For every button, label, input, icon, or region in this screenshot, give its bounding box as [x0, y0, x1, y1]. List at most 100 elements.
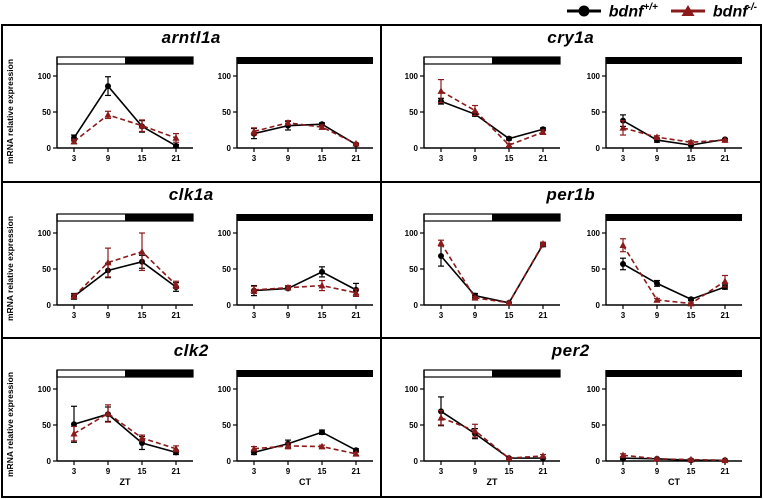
series-knockout	[250, 442, 360, 457]
legend-item-knockout: bdnf-/-	[668, 2, 757, 21]
series-wildtype	[70, 254, 179, 300]
svg-text:21: 21	[720, 154, 729, 163]
svg-text:0: 0	[227, 457, 232, 466]
svg-text:50: 50	[409, 265, 418, 274]
series-wildtype	[70, 406, 179, 456]
svg-text:0: 0	[413, 301, 418, 310]
svg-text:0: 0	[595, 457, 600, 466]
svg-text:9: 9	[655, 467, 660, 476]
subplot-cry1a-zt: 0 50 100 3 9 15 21	[404, 56, 561, 163]
panel-title-per1b: per1b	[546, 184, 596, 204]
svg-text:0: 0	[413, 457, 418, 466]
svg-text:100: 100	[38, 72, 52, 81]
svg-text:15: 15	[318, 154, 327, 163]
series-knockout	[250, 279, 360, 297]
dark-phase-bar	[605, 57, 742, 64]
svg-text:50: 50	[591, 108, 600, 117]
svg-text:21: 21	[538, 311, 547, 320]
subplots-per1b: 0 50 100 3 9 15 21 0 50 100 3 9 15 21	[384, 205, 759, 331]
panel-title-cry1a: cry1a	[547, 28, 595, 47]
svg-text:100: 100	[586, 229, 600, 238]
svg-text:50: 50	[591, 421, 600, 430]
series-knockout	[70, 232, 180, 299]
svg-text:50: 50	[42, 265, 51, 274]
svg-text:21: 21	[720, 467, 729, 476]
series-wildtype	[619, 114, 728, 149]
series-knockout	[250, 119, 360, 147]
svg-text:0: 0	[46, 144, 51, 153]
y-axis-label: mRNA relative expression	[5, 371, 15, 477]
svg-text:9: 9	[473, 154, 478, 163]
svg-text:21: 21	[171, 467, 180, 476]
svg-text:15: 15	[504, 311, 513, 320]
svg-text:15: 15	[686, 311, 695, 320]
panel-title-per2: per2	[551, 341, 590, 361]
svg-text:0: 0	[46, 457, 51, 466]
dark-phase-bar	[124, 57, 193, 64]
svg-text:9: 9	[286, 467, 291, 476]
series-knockout	[619, 237, 729, 307]
svg-text:21: 21	[538, 467, 547, 476]
subplot-arntl1a-ct: 0 50 100 3 9 15 21	[218, 57, 374, 163]
x-axis-label: ZT	[119, 477, 130, 487]
svg-text:0: 0	[227, 301, 232, 310]
svg-text:21: 21	[352, 154, 361, 163]
svg-text:21: 21	[171, 311, 180, 320]
svg-text:21: 21	[720, 311, 729, 320]
wildtype-marker-icon	[566, 5, 601, 17]
series-wildtype	[437, 241, 546, 306]
panel-title-arntl1a: arntl1a	[161, 28, 221, 47]
subplot-arntl1a-zt: 0 50 100 3 9 15 21	[38, 56, 194, 163]
series-knockout	[70, 404, 180, 453]
y-axis-label: mRNA relative expression	[5, 215, 15, 321]
svg-text:15: 15	[686, 154, 695, 163]
series-wildtype	[251, 265, 360, 297]
subplot-clk2-zt: 0 50 100 3 9 15 21 ZT	[38, 369, 194, 487]
panel-per2: per2 0 50 100 3 9 15 21 ZT 0 50 100 3 9 15 21 CT	[382, 339, 761, 496]
svg-text:3: 3	[439, 311, 444, 320]
svg-text:100: 100	[404, 229, 418, 238]
svg-text:0: 0	[413, 144, 418, 153]
svg-text:0: 0	[46, 301, 51, 310]
panel-title-clk2: clk2	[173, 341, 209, 361]
svg-text:50: 50	[222, 108, 231, 117]
svg-text:15: 15	[137, 154, 146, 163]
svg-text:21: 21	[352, 311, 361, 320]
panel-per1b: per1b 0 50 100 3 9 15 21 0 50 100 3 9 15 21	[381, 183, 760, 340]
svg-text:9: 9	[655, 311, 660, 320]
dark-phase-bar	[605, 213, 742, 221]
svg-text:0: 0	[595, 301, 600, 310]
svg-text:100: 100	[218, 229, 232, 238]
panels-grid: arntl1a mRNA relative expression 0 50 100 3 9 1…	[1, 24, 762, 498]
svg-text:9: 9	[106, 311, 111, 320]
dark-phase-bar	[605, 370, 742, 378]
series-knockout	[70, 110, 180, 145]
svg-text:100: 100	[586, 72, 600, 81]
svg-text:15: 15	[318, 311, 327, 320]
svg-text:15: 15	[686, 467, 695, 476]
panel-cry1a: cry1a 0 50 100 3 9 15 21 0 50 100 3 9 15 21	[381, 26, 760, 183]
legend-label-knockout: bdnf-/-	[712, 1, 757, 21]
svg-text:100: 100	[586, 385, 600, 394]
legend: bdnf+/+ bdnf-/-	[564, 0, 757, 23]
svg-text:3: 3	[621, 154, 626, 163]
svg-text:3: 3	[252, 467, 257, 476]
series-wildtype	[70, 76, 179, 149]
dark-phase-bar	[491, 213, 560, 221]
series-knockout	[437, 410, 547, 462]
x-axis-label: ZT	[486, 477, 497, 487]
svg-text:100: 100	[404, 72, 418, 81]
legend-label-wildtype: bdnf+/+	[608, 1, 658, 21]
x-axis-label: CT	[668, 477, 680, 487]
subplot-clk1a-zt: 0 50 100 3 9 15 21	[38, 213, 194, 320]
svg-text:15: 15	[504, 154, 513, 163]
dark-phase-bar	[124, 213, 193, 221]
subplots-cry1a: 0 50 100 3 9 15 21 0 50 100 3 9 15 21	[384, 48, 759, 174]
series-knockout	[437, 79, 547, 148]
subplot-clk2-ct: 0 50 100 3 9 15 21 CT	[218, 370, 374, 487]
subplots-per2: 0 50 100 3 9 15 21 ZT 0 50 100 3 9 15 21 CT	[384, 361, 759, 487]
svg-text:50: 50	[222, 421, 231, 430]
svg-text:100: 100	[404, 385, 418, 394]
dark-phase-bar	[491, 370, 560, 378]
x-axis-label: CT	[299, 477, 311, 487]
